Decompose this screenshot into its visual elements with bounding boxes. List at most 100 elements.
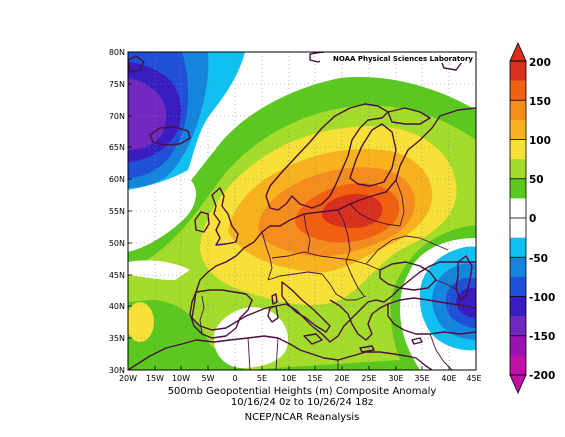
lon-label: 40E <box>441 374 456 383</box>
lat-label: 50N <box>109 239 125 248</box>
colorbar-label-50: 50 <box>529 174 544 186</box>
lon-label: 5W <box>202 374 215 383</box>
coast-iceland <box>149 126 191 146</box>
colorbar-segment <box>510 218 526 238</box>
lon-label: 35E <box>414 374 429 383</box>
coast-black-sea <box>379 261 437 291</box>
colorbar-segment <box>510 119 526 140</box>
caption-line-1: 500mb Geopotential Heights (m) Composite… <box>167 386 437 397</box>
colorbar: 200 150 100 50 0 -50 -100 -150 -200 <box>509 42 555 394</box>
border-central-europe <box>271 251 381 271</box>
border-alps <box>267 271 323 281</box>
colorbar-segment <box>510 198 526 219</box>
coast-ireland <box>194 211 210 233</box>
coast-scandinavia <box>265 103 389 211</box>
coast-great-britain <box>211 187 239 246</box>
colorbar-label-neg150: -150 <box>529 331 555 343</box>
colorbar-label-neg100: -100 <box>529 292 555 304</box>
colorbar-segment <box>510 237 526 258</box>
border-caucasus <box>435 279 459 291</box>
coast-finland <box>349 123 397 187</box>
colorbar-bottom-arrow <box>509 374 527 394</box>
border-russia-north <box>395 179 405 227</box>
coast-sicily <box>303 333 323 345</box>
colorbar-segment <box>510 257 526 278</box>
anomaly-spot-atlantic <box>128 302 154 342</box>
credit-box <box>320 53 475 63</box>
lat-label: 40N <box>109 302 125 311</box>
colorbar-segment <box>510 276 526 297</box>
coast-iberia <box>189 289 253 339</box>
colorbar-label-neg200: -200 <box>529 370 555 382</box>
lon-label: 45E <box>466 374 481 383</box>
border-mideast <box>429 333 453 370</box>
colorbar-segment <box>510 139 526 160</box>
lat-label: 45N <box>109 271 125 280</box>
colorbar-segment <box>510 296 526 317</box>
lat-labels: 80N 75N 70N 65N 60N 55N 50N 45N 40N 35N … <box>109 48 125 375</box>
lat-label: 30N <box>109 366 125 375</box>
colorbar-label-neg50: -50 <box>529 253 548 265</box>
border-africa-1 <box>247 337 251 370</box>
colorbar-segment <box>510 335 526 356</box>
anomaly-contour-neg100-se <box>456 288 476 318</box>
colorbar-segment <box>510 316 526 337</box>
caption-line-3: NCEP/NCAR Reanalysis <box>244 412 360 423</box>
colorbar-label-150: 150 <box>529 96 551 108</box>
border-france-germany <box>261 231 273 281</box>
coast-caspian <box>455 255 473 301</box>
lon-label: 15E <box>307 374 322 383</box>
map-ticks <box>128 83 450 370</box>
border-africa-2 <box>275 337 279 370</box>
lon-label: 5E <box>257 374 267 383</box>
lat-label: 35N <box>109 334 125 343</box>
colorbar-top-arrow <box>509 42 527 62</box>
lat-label: 60N <box>109 175 125 184</box>
coast-sardinia <box>267 305 279 323</box>
coast-corsica <box>271 293 278 305</box>
colorbar-label-0: 0 <box>529 213 536 225</box>
lon-labels: 20W 15W 10W 5W 0 5E 10E 15E 20E 25E 30E … <box>119 374 482 383</box>
map-gridlines <box>128 52 476 370</box>
border-germany-poland <box>303 213 311 253</box>
lon-label: 10E <box>281 374 296 383</box>
anomaly-zero-west <box>128 174 196 252</box>
credit-text: NOAA Physical Sciences Laboratory <box>333 55 473 63</box>
border-russia-ukraine <box>365 235 449 265</box>
border-poland-east <box>337 209 351 263</box>
colorbar-segment <box>510 61 526 81</box>
colorbar-segment <box>510 80 526 101</box>
caption-line-2: 10/16/24 0z to 10/26/24 18z <box>230 397 374 408</box>
border-balkans-1 <box>321 273 367 301</box>
colorbar-segment <box>510 159 526 180</box>
colorbar-ticks <box>510 60 526 376</box>
coast-balkans <box>329 299 389 341</box>
map-borders <box>199 179 459 370</box>
colorbar-label-200: 200 <box>529 57 551 69</box>
coast-greenland <box>128 55 145 73</box>
border-spain-portugal <box>199 295 205 335</box>
border-balkans-2 <box>345 261 365 297</box>
lon-label: 20E <box>334 374 349 383</box>
coast-north-africa <box>128 335 433 370</box>
lat-label: 65N <box>109 143 125 152</box>
coast-cyprus <box>411 337 423 345</box>
coast-kola <box>387 107 431 125</box>
coast-continent <box>191 107 476 343</box>
lat-label: 80N <box>109 48 125 57</box>
colorbar-segments <box>510 61 526 376</box>
coast-crete <box>359 345 375 353</box>
border-baltic <box>349 203 401 227</box>
colorbar-segment <box>510 355 526 376</box>
colorbar-label-100: 100 <box>529 135 551 147</box>
map-panel: NOAA Physical Sciences Laboratory <box>128 52 476 370</box>
lon-label: 10W <box>172 374 190 383</box>
lon-label: 30E <box>388 374 403 383</box>
colorbar-segment <box>510 100 526 121</box>
lon-label: 15W <box>146 374 164 383</box>
border-france-spain <box>235 291 247 295</box>
coast-italy <box>281 281 331 333</box>
anomaly-zero-southwest <box>128 260 190 280</box>
lat-label: 70N <box>109 112 125 121</box>
